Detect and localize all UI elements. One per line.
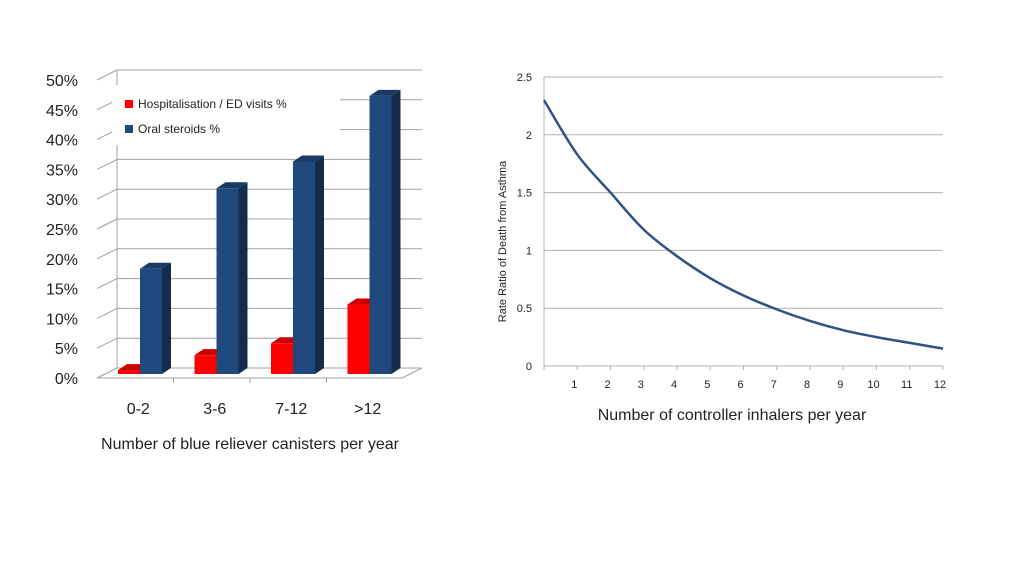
bar-side-oral-steroids: [391, 89, 401, 375]
y-tick-label: 50%: [46, 73, 78, 90]
y-tick-label: 15%: [46, 282, 78, 299]
y-tick-label: 10%: [46, 311, 78, 328]
x-tick-label: 4: [671, 379, 677, 391]
y-tick-label: 25%: [46, 222, 78, 239]
y-tick-label: 0%: [55, 371, 78, 388]
legend-swatch: [125, 100, 133, 108]
bar-top-oral-steroids: [216, 182, 248, 189]
y-tick-label: 30%: [46, 192, 78, 209]
x-tick-label: >12: [354, 401, 381, 418]
bar-top-oral-steroids: [140, 262, 171, 269]
x-tick-label: 7: [771, 379, 777, 391]
x-tick-label: 9: [837, 379, 843, 391]
bar-side-oral-steroids: [238, 182, 248, 374]
x-tick-label: 10: [867, 379, 879, 391]
y-gridline-side: [96, 158, 118, 170]
x-tick-label: 6: [737, 379, 743, 391]
bar-hospitalisation: [347, 304, 370, 374]
x-tick-label: 7-12: [275, 401, 307, 418]
x-tick-label: 8: [804, 379, 810, 391]
legend-box: [112, 85, 340, 145]
y-tick-label: 35%: [46, 162, 78, 179]
y-gridline-side: [96, 337, 118, 349]
bar-top-oral-steroids: [293, 155, 324, 162]
bar-oral-steroids: [216, 188, 239, 374]
bar-hospitalisation: [271, 343, 293, 374]
y-gridline-side: [96, 69, 118, 81]
bar-side-oral-steroids: [162, 262, 171, 374]
y-gridline-side: [96, 367, 118, 379]
y-tick-label: 2: [526, 130, 532, 142]
x-tick-label: 11: [901, 379, 912, 391]
y-tick-label: 20%: [46, 252, 78, 269]
bar-top-oral-steroids: [369, 89, 401, 96]
y-tick-label: 1.5: [517, 188, 532, 200]
y-axis-title: Rate Ratio of Death from Asthma: [497, 160, 509, 322]
x-axis-title: Number of blue reliever canisters per ye…: [101, 436, 400, 453]
legend-swatch: [125, 125, 133, 133]
x-tick-label: 3-6: [203, 401, 226, 418]
y-tick-label: 40%: [46, 133, 78, 150]
y-tick-label: 2.5: [517, 72, 532, 84]
x-tick-label: 3: [638, 379, 644, 391]
bar-oral-steroids: [293, 161, 315, 374]
floor-edge: [401, 367, 423, 379]
y-tick-label: 0: [526, 361, 532, 373]
x-tick-label: 2: [604, 379, 610, 391]
bar-hospitalisation: [118, 370, 140, 374]
bar-oral-steroids: [140, 268, 162, 374]
y-tick-label: 5%: [55, 341, 78, 358]
legend-label: Oral steroids %: [138, 122, 220, 136]
y-gridline-side: [96, 307, 118, 319]
bar-hospitalisation: [194, 355, 217, 374]
y-tick-label: 0.5: [517, 303, 532, 315]
legend-label: Hospitalisation / ED visits %: [138, 97, 287, 111]
x-axis-title: Number of controller inhalers per year: [598, 407, 867, 424]
x-tick-label: 1: [571, 379, 577, 391]
y-gridline-side: [96, 248, 118, 260]
y-gridline-side: [96, 218, 118, 230]
x-tick-label: 12: [934, 379, 946, 391]
y-gridline-side: [96, 278, 118, 290]
line-series-rate-ratio: [542, 99, 944, 350]
x-tick-label: 5: [704, 379, 710, 391]
y-gridline-side: [96, 188, 118, 200]
y-tick-label: 1: [526, 245, 532, 257]
bar-oral-steroids: [369, 95, 392, 375]
bar-side-oral-steroids: [315, 155, 324, 374]
y-tick-label: 45%: [46, 103, 78, 120]
x-tick-label: 0-2: [127, 401, 150, 418]
